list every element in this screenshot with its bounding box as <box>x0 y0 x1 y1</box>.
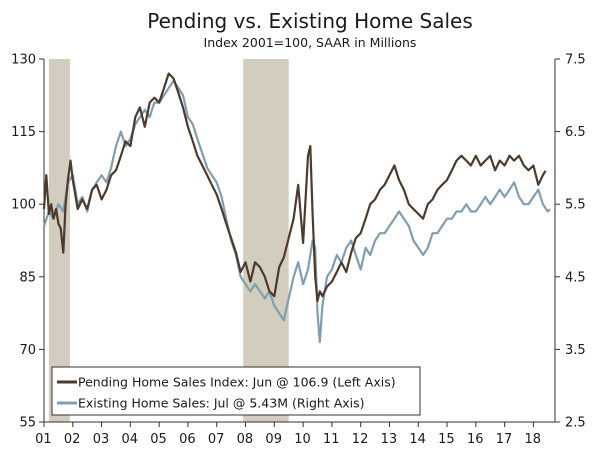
x-tick-label: 10 <box>294 432 311 447</box>
recession-band-1 <box>48 59 70 422</box>
right-tick-label: 2.5 <box>565 416 586 431</box>
x-tick-label: 11 <box>323 432 340 447</box>
x-tick-label: 14 <box>409 432 426 447</box>
legend-label: Pending Home Sales Index: Jun @ 106.9 (L… <box>78 375 396 390</box>
x-tick-label: 02 <box>64 432 81 447</box>
x-tick-label: 08 <box>237 432 254 447</box>
x-tick-label: 13 <box>381 432 398 447</box>
left-tick-label: 70 <box>19 343 36 358</box>
left-tick-label: 55 <box>19 416 36 431</box>
chart-title: Pending vs. Existing Home Sales <box>147 9 473 33</box>
x-tick-label: 01 <box>35 432 52 447</box>
right-tick-label: 7.5 <box>565 53 586 68</box>
series-line-existing-home-sales <box>42 79 551 344</box>
chart-subtitle: Index 2001=100, SAAR in Millions <box>204 35 417 50</box>
x-tick-label: 06 <box>179 432 196 447</box>
x-tick-label: 09 <box>265 432 282 447</box>
right-tick-label: 3.5 <box>565 343 586 358</box>
x-tick-label: 18 <box>525 432 542 447</box>
left-tick-label: 85 <box>19 270 36 285</box>
legend-label: Existing Home Sales: Jul @ 5.43M (Right … <box>78 396 365 411</box>
left-tick-label: 130 <box>11 53 36 68</box>
x-tick-label: 12 <box>352 432 369 447</box>
series-lines <box>42 72 551 344</box>
x-tick-label: 16 <box>467 432 484 447</box>
x-tick-label: 04 <box>121 432 138 447</box>
x-tick-label: 07 <box>208 432 225 447</box>
x-tick-label: 05 <box>150 432 167 447</box>
x-tick-label: 17 <box>496 432 513 447</box>
legend-box <box>51 366 421 416</box>
recession-band-2 <box>243 59 289 422</box>
axes: 55 70 85 100 115 130 2.5 3.5 4.5 5.5 6.5 7.5 01 02 03 0… <box>11 53 586 448</box>
right-tick-label: 5.5 <box>565 198 586 213</box>
left-tick-label: 115 <box>11 125 36 140</box>
x-tick-label: 15 <box>438 432 455 447</box>
left-tick-label: 100 <box>11 198 36 213</box>
series-line-pending-home-sales-index <box>42 72 547 303</box>
legend: Pending Home Sales Index: Jun @ 106.9 (L… <box>51 366 421 416</box>
recession-bands <box>48 59 289 422</box>
right-tick-label: 6.5 <box>565 125 586 140</box>
x-tick-label: 03 <box>93 432 110 447</box>
right-tick-label: 4.5 <box>565 270 586 285</box>
